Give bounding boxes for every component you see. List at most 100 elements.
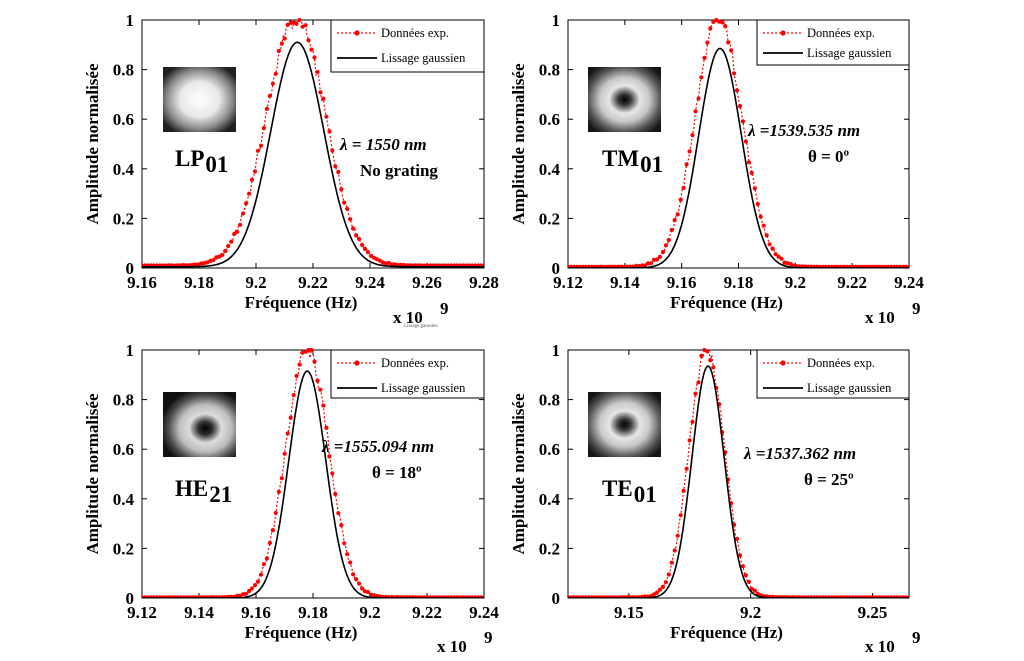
chart-panel-bottom-right: 9.15 9.2 9.25 0 0.2 0.4 0.6 0.8 1 Fréquence (Hz) A… (509, 341, 921, 656)
data-point-donnees-exp (226, 243, 231, 249)
data-point-donnees-exp (306, 38, 311, 43)
data-point-donnees-exp (303, 23, 308, 28)
data-point-donnees-exp (276, 48, 281, 54)
data-point-donnees-exp (696, 380, 701, 385)
data-point-donnees-exp (666, 572, 671, 577)
y-tick-label: 1 (126, 11, 135, 30)
data-point-donnees-exp (285, 431, 290, 436)
data-point-donnees-exp (657, 587, 663, 592)
data-point-donnees-exp (368, 253, 374, 258)
wavelength-annotation: λ =1555.094 nm (321, 437, 434, 456)
stray-legend-text: Lissage gaussien (404, 324, 438, 329)
y-tick-label: 0.6 (539, 440, 560, 459)
data-point-donnees-exp (729, 48, 734, 53)
data-point-donnees-exp (723, 24, 728, 29)
data-point-donnees-exp (761, 223, 766, 228)
x-axis-exponent: 9 (484, 628, 493, 647)
data-point-donnees-exp (252, 583, 258, 588)
y-axis-label: Amplitude normalisée (83, 63, 102, 224)
data-point-donnees-exp (666, 237, 671, 243)
data-point-donnees-exp (708, 358, 713, 363)
y-tick-label: 0 (552, 589, 561, 608)
data-point-donnees-exp (324, 425, 329, 430)
data-point-donnees-exp (669, 560, 674, 565)
x-tick-label: 9.12 (127, 603, 157, 622)
chart-panel-bottom-left: 9.12 9.14 9.16 9.18 9.2 9.22 9.24 0 0.2 0.4 0.6 0.8… (83, 341, 499, 656)
data-point-donnees-exp (740, 564, 746, 569)
legend: Données exp. Lissage gaussien (330, 19, 485, 73)
data-point-donnees-exp (336, 511, 341, 516)
data-point-donnees-exp (232, 231, 237, 237)
y-tick-label: 1 (552, 341, 561, 360)
plot-series (568, 348, 909, 598)
y-axis-label: Amplitude normalisée (509, 63, 528, 224)
data-point-donnees-exp (282, 36, 287, 41)
x-tick-label: 9.24 (355, 273, 385, 292)
plot-series (142, 18, 484, 268)
data-point-donnees-exp (672, 548, 677, 553)
x-axis-exponent: 9 (440, 299, 449, 318)
data-point-donnees-exp (357, 581, 362, 586)
x-tick-label: 9.25 (858, 603, 888, 622)
data-point-donnees-exp (297, 18, 302, 23)
x-axis-multiplier: x 10 (865, 308, 895, 327)
data-point-donnees-exp (327, 454, 332, 459)
data-point-donnees-exp (690, 133, 695, 138)
data-point-donnees-exp (247, 588, 252, 594)
data-point-donnees-exp (330, 148, 335, 153)
data-point-donnees-exp (643, 263, 648, 268)
y-tick-label: 0.6 (113, 110, 134, 129)
data-point-donnees-exp (247, 191, 252, 196)
data-point-donnees-exp (294, 21, 299, 26)
data-point-donnees-exp (279, 476, 284, 481)
data-point-donnees-exp (648, 261, 654, 266)
data-point-donnees-exp (261, 126, 266, 131)
data-point-donnees-exp (746, 579, 752, 585)
data-point-donnees-exp (330, 471, 335, 476)
legend-box (330, 349, 485, 399)
data-point-donnees-exp (345, 206, 350, 211)
data-point-donnees-exp (258, 572, 264, 577)
legend-marker-exp (780, 30, 786, 36)
data-point-donnees-exp (675, 212, 680, 217)
y-tick-label: 0.6 (539, 110, 560, 129)
data-point-donnees-exp (764, 233, 769, 238)
data-point-donnees-exp (333, 491, 338, 497)
y-tick-label: 0.4 (113, 490, 135, 509)
data-point-donnees-exp (672, 218, 677, 223)
y-tick-label: 1 (126, 341, 135, 360)
x-tick-label: 9.22 (298, 273, 328, 292)
y-tick-label: 1 (552, 11, 561, 30)
data-point-donnees-exp (678, 513, 683, 518)
y-axis-label: Amplitude normalisée (509, 393, 528, 554)
data-point-donnees-exp (360, 586, 365, 591)
legend-label-exp: Données exp. (807, 356, 875, 370)
data-point-donnees-exp (241, 211, 246, 216)
data-point-donnees-exp (678, 197, 683, 202)
y-tick-label: 0.4 (539, 490, 561, 509)
x-tick-label: 9.24 (894, 273, 924, 292)
data-point-donnees-exp (223, 249, 228, 254)
series-lissage-gaussien-line (142, 41, 484, 268)
data-point-donnees-exp (705, 349, 710, 354)
data-point-donnees-exp (740, 119, 746, 124)
data-point-donnees-exp (681, 488, 686, 493)
x-axis-exponent: 9 (912, 299, 921, 318)
chart-panel-top-left: 9.16 9.18 9.2 9.22 9.24 9.26 9.28 0 0.2 0.4 0.6 0.8… (83, 11, 499, 327)
data-point-donnees-exp (360, 242, 365, 247)
data-point-donnees-exp (336, 169, 341, 175)
data-point-donnees-exp (318, 387, 323, 392)
data-point-donnees-exp (270, 81, 275, 86)
wavelength-annotation: λ =1537.362 nm (743, 444, 856, 463)
data-point-donnees-exp (279, 41, 284, 46)
data-point-donnees-exp (261, 562, 266, 567)
data-point-donnees-exp (734, 536, 740, 541)
mode-label: TE (602, 476, 633, 501)
series-lissage-gaussien-line (142, 370, 484, 598)
y-tick-label: 0.8 (539, 391, 560, 410)
data-point-donnees-exp (351, 226, 356, 231)
data-point-donnees-exp (746, 160, 752, 165)
data-point-donnees-exp (291, 393, 296, 398)
data-point-donnees-exp (309, 47, 314, 52)
mode-label: LP (175, 146, 204, 171)
